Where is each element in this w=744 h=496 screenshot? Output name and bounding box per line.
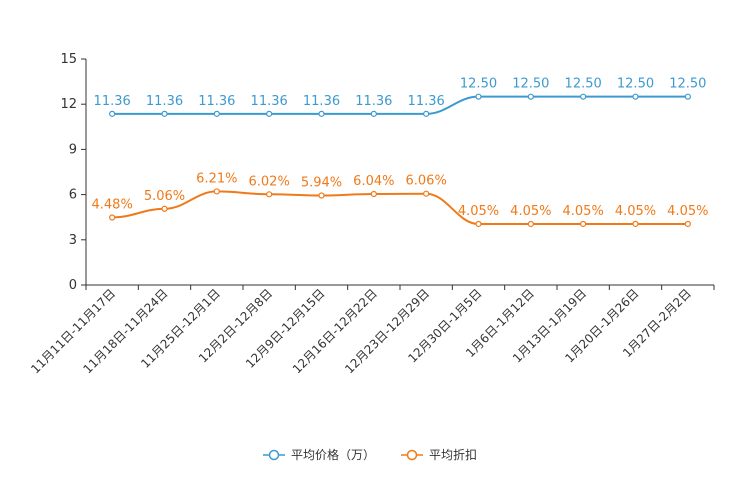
data-point[interactable] <box>475 220 482 228</box>
series-line-2 <box>112 190 688 225</box>
data-point[interactable] <box>475 93 482 100</box>
legend-label: 平均折扣 <box>429 447 477 462</box>
y-tick-label: 6 <box>69 188 77 203</box>
data-label: 4.48% <box>92 198 133 213</box>
data-point[interactable] <box>109 110 116 117</box>
data-label: 11.36 <box>303 94 340 109</box>
data-label: 4.05% <box>458 204 499 219</box>
data-label: 11.36 <box>198 94 235 109</box>
data-point[interactable] <box>370 190 377 198</box>
data-label: 4.05% <box>667 204 708 219</box>
data-point[interactable] <box>527 220 534 228</box>
legend-item-1[interactable]: 平均价格（万） <box>263 447 375 462</box>
data-point[interactable] <box>318 192 325 199</box>
data-point[interactable] <box>580 220 587 228</box>
data-label: 6.02% <box>249 174 290 189</box>
data-label: 11.36 <box>408 94 445 109</box>
data-label: 12.50 <box>460 77 497 92</box>
y-tick-label: 15 <box>60 52 77 67</box>
data-label: 4.05% <box>510 204 551 219</box>
legend-marker-icon <box>406 449 418 461</box>
data-point[interactable] <box>266 110 273 117</box>
data-point[interactable] <box>580 93 587 100</box>
data-label: 5.06% <box>144 189 185 204</box>
x-tick-label: 11月11日-11月17日 <box>28 286 118 376</box>
data-label: 12.50 <box>669 77 706 92</box>
data-point[interactable] <box>266 191 273 198</box>
data-point[interactable] <box>632 220 639 228</box>
data-label: 11.36 <box>146 94 183 109</box>
legend-item-2[interactable]: 平均折扣 <box>401 447 477 462</box>
data-label: 11.36 <box>94 94 131 109</box>
data-point[interactable] <box>684 93 691 100</box>
data-point[interactable] <box>213 188 220 195</box>
data-point[interactable] <box>527 93 534 100</box>
data-label: 4.05% <box>563 204 604 219</box>
data-label: 12.50 <box>617 77 654 92</box>
data-label: 12.50 <box>512 77 549 92</box>
y-tick-label: 12 <box>60 97 77 112</box>
data-point[interactable] <box>161 110 168 117</box>
data-point[interactable] <box>684 220 691 228</box>
data-point[interactable] <box>423 190 430 197</box>
data-label: 6.04% <box>353 174 394 189</box>
series-layer <box>109 93 691 228</box>
series-line-1 <box>112 95 688 115</box>
data-point[interactable] <box>161 205 168 212</box>
data-label: 11.36 <box>355 94 392 109</box>
data-label: 4.05% <box>615 204 656 219</box>
data-label: 5.94% <box>301 176 342 191</box>
data-point[interactable] <box>213 110 220 117</box>
data-point[interactable] <box>423 110 430 117</box>
data-label: 11.36 <box>251 94 288 109</box>
data-label: 6.21% <box>196 171 237 186</box>
data-point[interactable] <box>109 214 116 221</box>
legend-label: 平均价格（万） <box>291 447 375 462</box>
legend[interactable]: 平均价格（万） 平均折扣 <box>263 447 477 462</box>
data-point[interactable] <box>318 110 325 117</box>
y-tick-label: 0 <box>69 278 77 293</box>
legend-marker-icon <box>268 449 280 461</box>
data-label: 12.50 <box>565 77 602 92</box>
y-tick-label: 9 <box>69 142 77 157</box>
y-tick-label: 3 <box>69 233 77 248</box>
data-point[interactable] <box>370 110 377 117</box>
data-point[interactable] <box>632 93 639 100</box>
data-labels: 11.36 11.36 11.36 11.36 11.36 11.36 11.36 12.50… <box>92 77 709 219</box>
data-label: 6.06% <box>406 174 447 189</box>
